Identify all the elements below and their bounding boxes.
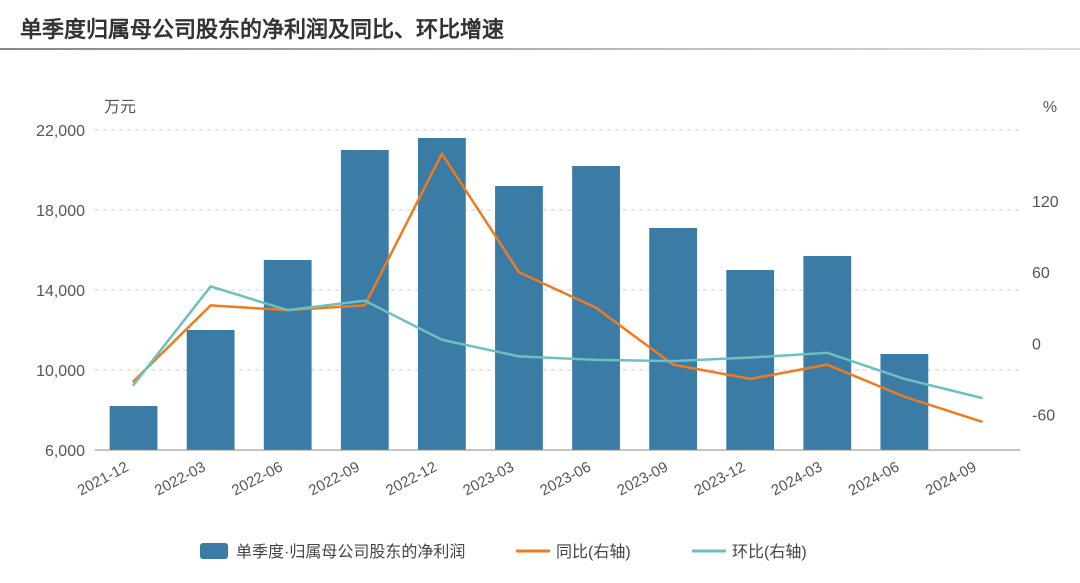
bar bbox=[264, 260, 312, 450]
chart-title: 单季度归属母公司股东的净利润及同比、环比增速 bbox=[20, 12, 504, 44]
svg-text:万元: 万元 bbox=[104, 99, 136, 116]
svg-text:2022-06: 2022-06 bbox=[229, 459, 286, 500]
svg-text:14,000: 14,000 bbox=[36, 283, 85, 300]
line-qoq bbox=[134, 286, 982, 397]
svg-text:%: % bbox=[1043, 99, 1057, 116]
line-yoy bbox=[134, 154, 982, 422]
legend-label: 同比(右轴) bbox=[556, 543, 631, 561]
legend-swatch-bar bbox=[200, 543, 228, 559]
svg-text:6,000: 6,000 bbox=[45, 443, 85, 460]
svg-text:2023-12: 2023-12 bbox=[691, 459, 748, 500]
svg-text:2022-09: 2022-09 bbox=[306, 459, 363, 500]
svg-text:0: 0 bbox=[1032, 336, 1041, 353]
svg-text:-60: -60 bbox=[1032, 407, 1055, 424]
chart-container: 单季度归属母公司股东的净利润及同比、环比增速 6,000 10,000 14,000… bbox=[0, 0, 1080, 583]
svg-text:10,000: 10,000 bbox=[36, 363, 85, 380]
svg-text:120: 120 bbox=[1032, 194, 1059, 211]
bar bbox=[110, 406, 158, 450]
svg-text:2022-03: 2022-03 bbox=[152, 459, 209, 500]
bar bbox=[187, 330, 235, 450]
svg-text:60: 60 bbox=[1032, 265, 1050, 282]
svg-text:22,000: 22,000 bbox=[36, 123, 85, 140]
svg-text:2022-12: 2022-12 bbox=[383, 459, 440, 500]
svg-text:2023-06: 2023-06 bbox=[537, 459, 594, 500]
bar bbox=[649, 228, 697, 450]
bar bbox=[495, 186, 543, 450]
svg-text:2024-09: 2024-09 bbox=[923, 459, 980, 500]
bar bbox=[726, 270, 774, 450]
svg-text:2024-06: 2024-06 bbox=[846, 459, 903, 500]
legend-label: 单季度·归属母公司股东的净利润 bbox=[236, 543, 465, 561]
title-underline bbox=[0, 48, 1080, 50]
svg-text:18,000: 18,000 bbox=[36, 203, 85, 220]
svg-text:2024-03: 2024-03 bbox=[769, 459, 826, 500]
svg-text:2023-03: 2023-03 bbox=[460, 459, 517, 500]
chart-area: 6,000 10,000 14,000 18,000 22,000 -60 0 60 120 万元… bbox=[0, 60, 1080, 583]
svg-text:2023-09: 2023-09 bbox=[614, 459, 671, 500]
legend-label: 环比(右轴) bbox=[732, 543, 807, 561]
chart-svg: 6,000 10,000 14,000 18,000 22,000 -60 0 60 120 万元… bbox=[0, 60, 1080, 583]
svg-text:2021-12: 2021-12 bbox=[75, 459, 132, 500]
